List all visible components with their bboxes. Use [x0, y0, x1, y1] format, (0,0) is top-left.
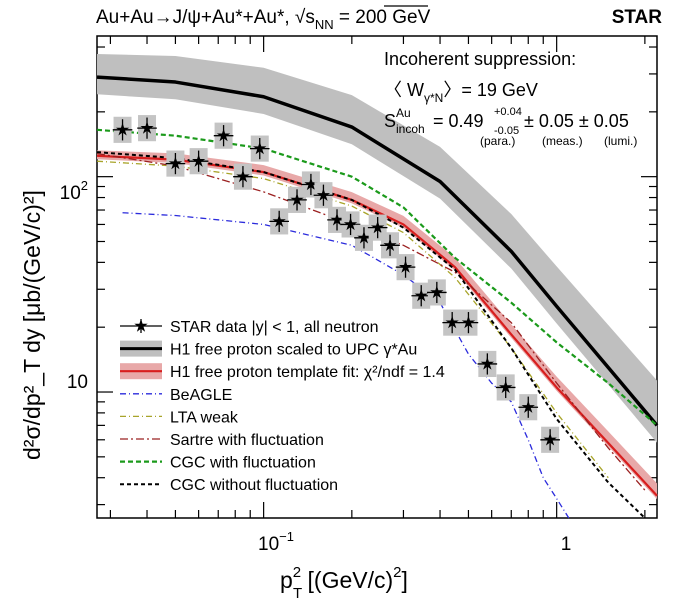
- legend-label: H1 free proton scaled to UPC γ*Au: [170, 342, 417, 359]
- y-tick-label-100: 102: [60, 178, 88, 204]
- data-point: [304, 177, 318, 191]
- h1-free-proton-scaled-to-upc-au-band: [97, 54, 657, 443]
- legend-entry-cgc-without-fluctuation: CGC without fluctuation: [120, 477, 338, 494]
- data-point: [398, 260, 413, 273]
- data-point: [216, 128, 231, 142]
- data-point: [236, 169, 250, 183]
- data-point: [371, 220, 385, 234]
- legend-label: H1 free proton template fit: χ²/ndf = 1.…: [170, 364, 445, 381]
- legend-label: CGC without fluctuation: [170, 477, 338, 494]
- legend-entry-star-data-y-1-all-neutron: STAR data |y| < 1, all neutron: [120, 319, 379, 336]
- data-points: [112, 115, 560, 453]
- data-point: [343, 217, 358, 231]
- legend-label: BeAGLE: [170, 387, 232, 404]
- x-axis-title-sub: T: [293, 585, 302, 601]
- data-point: [192, 154, 206, 167]
- legend-entry-beagle: BeAGLE: [120, 387, 232, 404]
- data-point: [383, 238, 397, 251]
- x-axis-title: p2 [(GeV/c)2]: [280, 564, 408, 593]
- data-point: [253, 141, 267, 155]
- legend-label: Sartre with fluctuation: [170, 432, 324, 449]
- data-point: [543, 432, 557, 446]
- annotation-s-err-up: +0.04: [494, 106, 522, 118]
- annotation-s-rest: ± 0.05 ± 0.05: [524, 111, 629, 131]
- annotation-s: SAu: [384, 106, 411, 131]
- annotation-title: Incoherent suppression:: [384, 49, 576, 69]
- data-point: [168, 156, 183, 170]
- annotation-s-err-down: -0.05: [494, 125, 519, 137]
- annotation-w: 〈 Wγ*N〉= 19 GeV: [384, 80, 538, 105]
- annotation-s-value: = 0.49: [433, 111, 484, 131]
- legend-entry-h1-free-proton-template-fit-ndf-1-4: H1 free proton template fit: χ²/ndf = 1.…: [120, 363, 445, 381]
- annotation-note-meas: (meas.): [542, 134, 583, 148]
- legend-entry-cgc-with-fluctuation: CGC with fluctuation: [120, 455, 316, 472]
- h1-free-proton-scaled-to-upc-au-curve: [96, 75, 659, 427]
- legend-entry-h1-free-proton-scaled-to-upc-au: H1 free proton scaled to UPC γ*Au: [120, 340, 417, 359]
- x-tick-label-0p1: 10−1: [258, 529, 294, 555]
- legend-marker-star: [134, 319, 148, 332]
- data-point: [461, 315, 476, 329]
- data-point: [480, 356, 494, 370]
- data-point: [445, 315, 459, 329]
- data-point: [414, 288, 428, 302]
- annotation-note-para: (para.): [480, 134, 515, 148]
- data-point: [521, 400, 535, 413]
- data-point: [357, 230, 371, 244]
- x-tick-label-1: 1: [561, 534, 572, 555]
- y-axis-title: d²σ/dp²_T dy [μb/(GeV/c)²]: [19, 190, 45, 460]
- data-point: [499, 380, 513, 394]
- header-process: Au+Au→J/ψ+Au*+Au*, √sNN = 200 GeV: [96, 7, 431, 32]
- data-point: [430, 285, 444, 299]
- plot-frame: [96, 35, 658, 519]
- data-point: [290, 192, 304, 206]
- data-point: [330, 212, 344, 226]
- data-point: [140, 121, 154, 134]
- annotation-note-lumi: (lumi.): [604, 134, 637, 148]
- annotation-s-sub: incoh: [396, 122, 425, 136]
- header-experiment: STAR: [612, 7, 663, 28]
- theory-bands: [97, 54, 657, 500]
- legend-entry-lta-weak: LTA weak: [120, 409, 239, 426]
- legend: STAR data |y| < 1, all neutron H1 free pr…: [120, 319, 445, 494]
- legend-label: LTA weak: [170, 409, 239, 426]
- legend-label: STAR data |y| < 1, all neutron: [170, 319, 379, 336]
- y-tick-label-10: 10: [67, 372, 88, 393]
- data-point: [272, 214, 286, 227]
- data-point: [115, 122, 130, 136]
- legend-label: CGC with fluctuation: [170, 455, 316, 472]
- data-point: [316, 188, 331, 201]
- cgc-without-fluctuation-curve: [96, 151, 646, 519]
- sartre-with-fluctuation-curve: [96, 152, 646, 491]
- legend-entry-sartre-with-fluctuation: Sartre with fluctuation: [120, 432, 324, 449]
